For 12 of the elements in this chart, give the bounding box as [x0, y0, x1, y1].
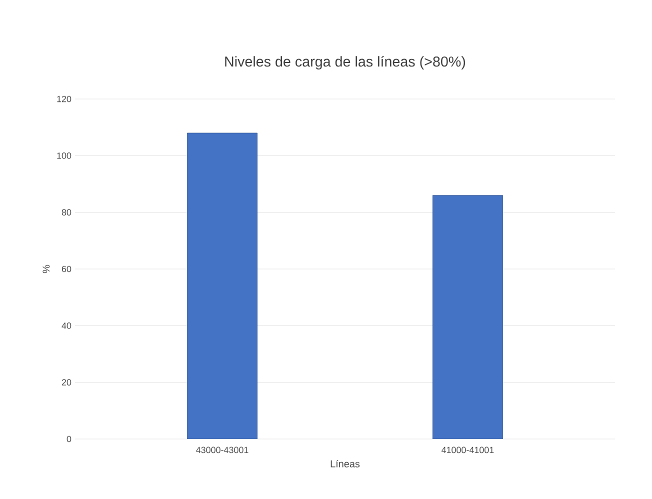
y-tick-label: 120 [57, 96, 72, 102]
x-tick-label: 41000-41001 [442, 446, 494, 454]
y-tick-label: 80 [62, 209, 72, 216]
x-axis-title: Líneas [330, 460, 360, 468]
y-tick-label: 100 [57, 152, 72, 159]
y-tick-label: 20 [62, 379, 72, 386]
chart-title: Niveles de carga de las líneas (>80%) [225, 56, 466, 70]
x-tick-label: 43000-43001 [196, 446, 248, 454]
y-tick-label: 60 [62, 266, 72, 272]
y-axis-title: % [42, 264, 50, 274]
y-tick-label: 0 [66, 436, 72, 442]
y-tick-label: 40 [62, 322, 72, 329]
